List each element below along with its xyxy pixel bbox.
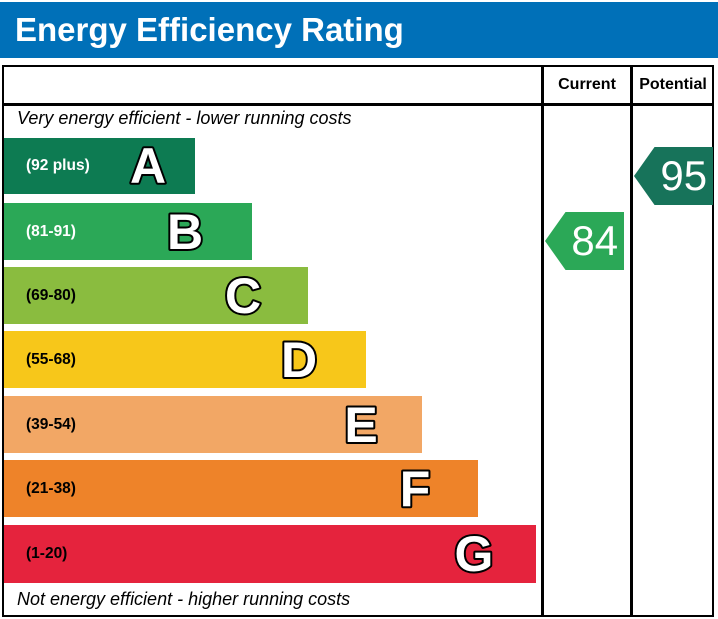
band-range-label: (92 plus) bbox=[26, 157, 90, 174]
band-range-label: (81-91) bbox=[26, 222, 76, 240]
chart-title: Energy Efficiency Rating bbox=[15, 11, 404, 48]
rating-band-c: (69-80) C bbox=[4, 267, 308, 324]
current-column-divider bbox=[541, 67, 544, 615]
band-range-label: (1-20) bbox=[26, 545, 68, 562]
svg-text:E: E bbox=[344, 398, 377, 452]
table-header-row: Current Potential bbox=[4, 67, 712, 106]
potential-column-header: Potential bbox=[639, 76, 707, 93]
rating-band-g: (1-20) G bbox=[4, 525, 536, 583]
svg-text:A: A bbox=[130, 139, 166, 193]
chart-title-bar: Energy Efficiency Rating bbox=[0, 2, 718, 58]
band-range-label: (55-68) bbox=[26, 350, 76, 368]
rating-table: Current Potential Very energy efficient … bbox=[2, 65, 714, 617]
band-letter-c: C bbox=[223, 269, 263, 323]
rating-band-d: (55-68) D bbox=[4, 331, 366, 388]
band-range-label: (39-54) bbox=[26, 415, 76, 433]
potential-column-divider bbox=[630, 67, 633, 615]
rating-band-b: (81-91) B bbox=[4, 203, 252, 260]
potential-rating-arrow: 95 bbox=[634, 147, 713, 205]
band-range-label: (21-38) bbox=[26, 479, 76, 497]
current-column-header: Current bbox=[558, 76, 616, 93]
top-efficiency-note: Very energy efficient - lower running co… bbox=[17, 108, 352, 128]
svg-text:C: C bbox=[225, 269, 261, 323]
svg-text:D: D bbox=[281, 333, 317, 387]
current-rating-value: 84 bbox=[571, 217, 619, 264]
band-letter-f: F bbox=[398, 462, 433, 516]
bottom-efficiency-note: Not energy efficient - higher running co… bbox=[17, 589, 351, 609]
rating-band-a: (92 plus) A bbox=[4, 138, 195, 194]
band-range-label: (69-80) bbox=[26, 286, 76, 304]
band-letter-b: B bbox=[165, 205, 205, 259]
svg-text:G: G bbox=[455, 527, 494, 581]
band-letter-d: D bbox=[279, 333, 319, 387]
rating-band-f: (21-38) F bbox=[4, 460, 478, 517]
potential-rating-value: 95 bbox=[660, 152, 708, 199]
current-rating-arrow: 84 bbox=[545, 212, 624, 270]
svg-text:F: F bbox=[400, 462, 431, 516]
rating-band-e: (39-54) E bbox=[4, 396, 422, 453]
svg-text:B: B bbox=[167, 205, 203, 259]
band-letter-e: E bbox=[342, 398, 379, 452]
band-letter-a: A bbox=[128, 139, 168, 193]
band-letter-g: G bbox=[453, 527, 496, 581]
